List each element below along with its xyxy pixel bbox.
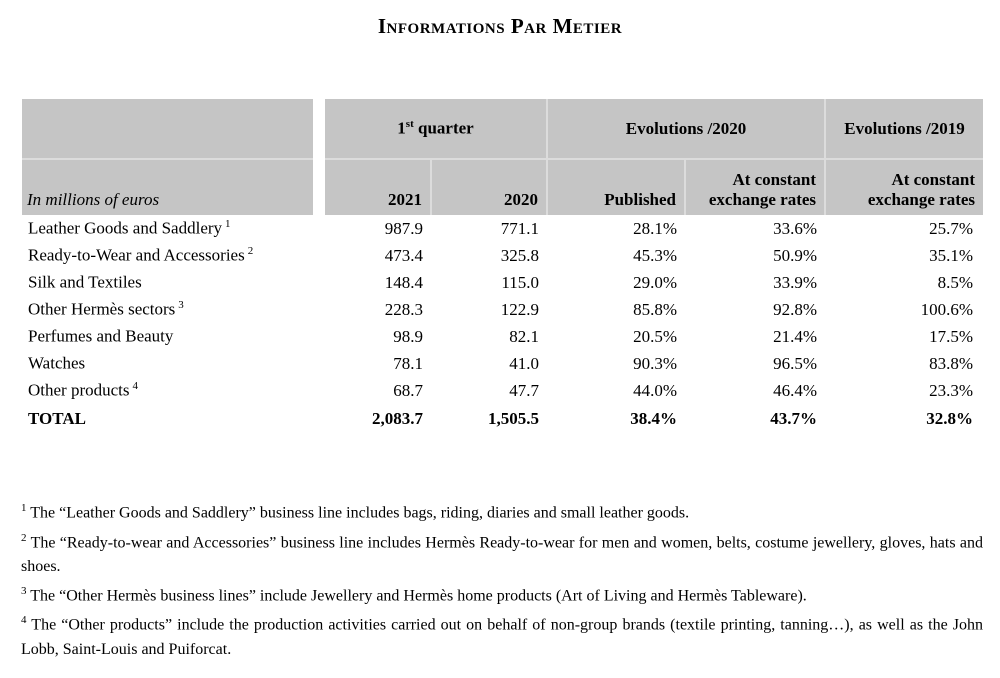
- cell-published: 90.3%: [633, 353, 678, 373]
- footnote-ref: 4: [132, 380, 139, 393]
- cell-2020: 122.9: [500, 299, 540, 319]
- cell-2021: 2,083.7: [372, 409, 423, 429]
- cell-constant-2020: 43.7%: [770, 409, 818, 429]
- footnote-2-marker: 2: [21, 531, 27, 544]
- cell-constant-2020: 33.6%: [773, 218, 818, 238]
- cell-constant-2019: 23.3%: [929, 380, 974, 400]
- cell-constant-2020: 33.9%: [773, 272, 818, 292]
- header-col-2021: 2021: [325, 159, 431, 216]
- header-col-2020: 2020: [429, 159, 548, 216]
- cell-constant-2019: 35.1%: [929, 245, 974, 265]
- table-row: Perfumes and Beauty 98.9 82.1 20.5% 21.4…: [22, 323, 983, 351]
- cell-constant-2019: 25.7%: [929, 218, 974, 238]
- cell-2020: 325.8: [500, 245, 540, 265]
- header-corner-empty: [22, 99, 313, 161]
- table-row: Silk and Textiles 148.4 115.0 29.0% 33.9…: [22, 269, 983, 297]
- cell-2021: 987.9: [384, 218, 423, 238]
- column-gap: [313, 159, 325, 216]
- header-col-constant-2019: At constant exchange rates: [824, 159, 984, 216]
- cell-constant-2019: 100.6%: [920, 299, 974, 319]
- row-label-total: TOTAL: [28, 409, 86, 429]
- cell-2021: 78.1: [393, 353, 423, 373]
- header-group-evolutions-2019: Evolutions /2019: [824, 99, 984, 161]
- page-title: Informations Par Metier: [377, 14, 623, 38]
- cell-constant-2019: 8.5%: [937, 272, 974, 292]
- row-label: Ready-to-Wear and Accessories 2: [28, 245, 254, 266]
- header-col-constant-2020: At constant exchange rates: [684, 159, 826, 216]
- header-group-quarter: 1st quarter: [325, 99, 548, 161]
- quarter-word: quarter: [413, 119, 474, 139]
- footnote-ref: 1: [225, 218, 231, 231]
- footnote-1: 1 The “Leather Goods and Saddlery” busin…: [21, 496, 983, 525]
- cell-2021: 68.7: [393, 380, 423, 400]
- cell-published: 44.0%: [633, 380, 678, 400]
- table-header: 1st quarter Evolutions /2020 Evolutions …: [22, 99, 984, 216]
- footnote-2-text: The “Ready-to-wear and Accessories” busi…: [21, 533, 983, 575]
- header-group-evolutions-2020: Evolutions /2020: [546, 99, 826, 161]
- cell-constant-2020: 96.5%: [773, 353, 818, 373]
- cell-published: 29.0%: [633, 272, 678, 292]
- cell-2021: 98.9: [393, 326, 423, 346]
- row-label: Watches: [28, 354, 86, 374]
- footnote-3: 3 The “Other Hermès business lines” incl…: [21, 579, 983, 608]
- cell-constant-2020: 50.9%: [773, 245, 818, 265]
- cell-constant-2019: 32.8%: [926, 409, 974, 429]
- table-row: Ready-to-Wear and Accessories 2 473.4 325…: [22, 242, 983, 270]
- row-label: Perfumes and Beauty: [28, 327, 174, 347]
- cell-2020: 47.7: [509, 380, 540, 400]
- cell-published: 20.5%: [633, 326, 678, 346]
- cell-published: 38.4%: [630, 409, 678, 429]
- cell-constant-2020: 21.4%: [773, 326, 818, 346]
- footnote-1-marker: 1: [21, 502, 27, 515]
- cell-2020: 1,505.5: [488, 409, 540, 429]
- table-row: Watches 78.1 41.0 90.3% 96.5% 83.8%: [22, 350, 983, 378]
- cell-2021: 228.3: [384, 299, 423, 319]
- table-body: Leather Goods and Saddlery 1 987.9 771.1 …: [22, 215, 983, 435]
- metier-table: 1st quarter Evolutions /2020 Evolutions …: [22, 99, 984, 435]
- footnotes-section: 1 The “Leather Goods and Saddlery” busin…: [21, 496, 983, 661]
- cell-constant-2020: 46.4%: [773, 380, 818, 400]
- cell-published: 85.8%: [633, 299, 678, 319]
- footnote-4-marker: 4: [21, 614, 27, 627]
- column-gap: [313, 99, 325, 160]
- cell-2021: 148.4: [384, 272, 423, 292]
- table-row: Leather Goods and Saddlery 1 987.9 771.1 …: [22, 215, 983, 243]
- cell-2020: 82.1: [509, 326, 540, 346]
- cell-published: 28.1%: [633, 218, 678, 238]
- row-label: Leather Goods and Saddlery 1: [28, 218, 231, 239]
- quarter-ordinal-sup: st: [405, 118, 414, 131]
- row-label: Silk and Textiles: [28, 273, 142, 293]
- row-label: Other products 4: [28, 380, 139, 401]
- footnote-3-text: The “Other Hermès business lines” includ…: [30, 587, 807, 605]
- footnote-4: 4 The “Other products” include the produ…: [21, 608, 983, 661]
- footnote-ref: 3: [178, 299, 184, 312]
- header-column-row: In millions of euros 2021 2020 Published…: [22, 159, 984, 216]
- footnote-1-text: The “Leather Goods and Saddlery” busines…: [30, 504, 690, 522]
- cell-constant-2019: 83.8%: [929, 353, 974, 373]
- cell-constant-2020: 92.8%: [773, 299, 818, 319]
- units-label: In millions of euros: [22, 159, 313, 216]
- cell-2021: 473.4: [384, 245, 423, 265]
- row-label: Other Hermès sectors 3: [28, 299, 184, 320]
- cell-published: 45.3%: [633, 245, 678, 265]
- table-row-total: TOTAL 2,083.7 1,505.5 38.4% 43.7% 32.8%: [22, 404, 983, 435]
- cell-2020: 41.0: [509, 353, 540, 373]
- footnote-ref: 2: [247, 245, 254, 258]
- footnote-2: 2 The “Ready-to-wear and Accessories” bu…: [21, 526, 983, 579]
- cell-constant-2019: 17.5%: [929, 326, 974, 346]
- header-group-row: 1st quarter Evolutions /2020 Evolutions …: [22, 99, 984, 161]
- cell-2020: 115.0: [501, 272, 540, 292]
- table-row: Other products 4 68.7 47.7 44.0% 46.4% 23…: [22, 377, 983, 405]
- table-row: Other Hermès sectors 3 228.3 122.9 85.8% …: [22, 296, 983, 324]
- header-col-published: Published: [546, 159, 686, 216]
- footnote-4-text: The “Other products” include the product…: [21, 616, 983, 658]
- quarter-num: 1: [397, 119, 406, 139]
- cell-2020: 771.1: [500, 218, 540, 238]
- footnote-3-marker: 3: [21, 584, 27, 597]
